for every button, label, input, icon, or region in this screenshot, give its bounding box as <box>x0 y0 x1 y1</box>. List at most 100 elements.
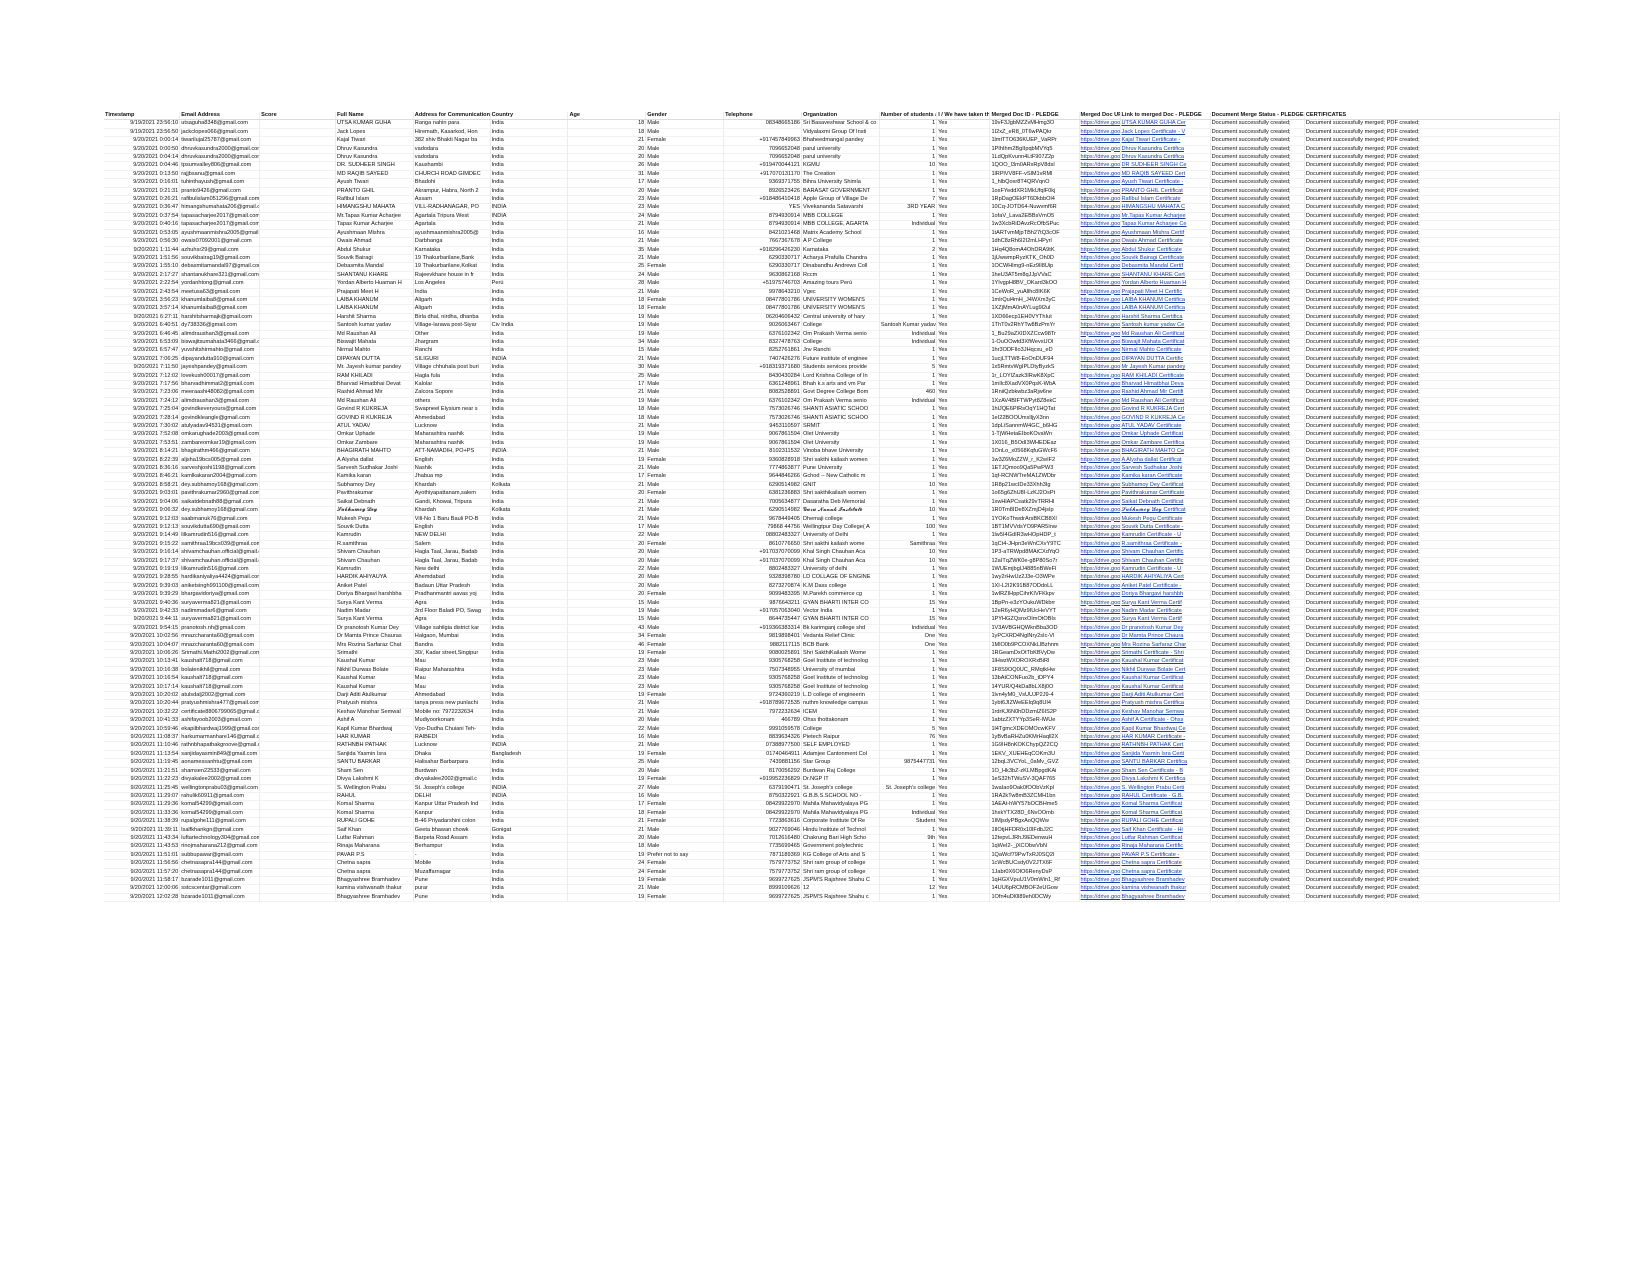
cell-link-to-merged-doc-pledge[interactable]: SHANTANU KHARE Cert <box>1120 271 1211 280</box>
cell-link-to-merged-doc-pledge[interactable]: Mr Jayesh Kumar pandey <box>1120 363 1211 373</box>
cell-link-to-merged-doc-pledge[interactable]: Rinaja Maharana Certific <box>1120 842 1211 852</box>
cell-link-to-merged-doc-pledge[interactable]: Souvik Bairagi Certificate <box>1120 254 1211 263</box>
cell-link-to-merged-doc-pledge[interactable]: BHAGIRATH MAHTO Ce <box>1120 447 1211 457</box>
cell-link-to-merged-doc-pledge[interactable]: DIPAYAN DUTTA Certific <box>1120 355 1211 364</box>
cell-merged-doc-url-pledge[interactable]: https://drive.google.com/ <box>1079 809 1121 818</box>
cell-link-to-merged-doc-pledge[interactable]: GOVIND R KUKREJA Ce <box>1120 414 1211 423</box>
cell-link-to-merged-doc-pledge[interactable]: Shivam Chauhan Certific <box>1120 548 1211 558</box>
cell-link-to-merged-doc-pledge[interactable]: Nirmal Mahto Certificate <box>1120 346 1211 356</box>
cell-merged-doc-url-pledge[interactable]: https://drive.google.com/ <box>1079 515 1121 524</box>
cell-merged-doc-url-pledge[interactable]: https://drive.google.com/ <box>1079 708 1121 717</box>
cell-link-to-merged-doc-pledge[interactable]: Surya Kant Verma Certif <box>1120 615 1211 625</box>
cell-merged-doc-url-pledge[interactable]: https://drive.google.com/ <box>1079 414 1121 423</box>
cell-merged-doc-url-pledge[interactable]: https://drive.google.com/ <box>1079 170 1121 179</box>
cell-merged-doc-url-pledge[interactable]: https://drive.google.com/ <box>1079 767 1121 776</box>
cell-merged-doc-url-pledge[interactable]: https://drive.google.com/ <box>1079 498 1121 507</box>
cell-link-to-merged-doc-pledge[interactable]: S. Wellington Prabu Certi <box>1120 784 1211 793</box>
cell-link-to-merged-doc-pledge[interactable]: Saif Khan Certificate - Hi <box>1120 826 1211 835</box>
cell-merged-doc-url-pledge[interactable]: https://drive.google.com/ <box>1079 615 1121 625</box>
cell-link-to-merged-doc-pledge[interactable]: Tapas Kumar Acharjee Ce <box>1120 220 1211 230</box>
cell-link-to-merged-doc-pledge[interactable]: A Alysha dallat Certificat <box>1120 456 1211 465</box>
cell-merged-doc-url-pledge[interactable]: https://drive.google.com/ <box>1079 859 1121 869</box>
cell-merged-doc-url-pledge[interactable]: https://drive.google.com/ <box>1079 237 1121 246</box>
cell-link-to-merged-doc-pledge[interactable]: Shivam Chauhan Certific <box>1120 557 1211 566</box>
cell-merged-doc-url-pledge[interactable]: https://drive.google.com/ <box>1079 674 1121 684</box>
cell-link-to-merged-doc-pledge[interactable]: Omkar Uphade Certificat <box>1120 430 1211 440</box>
cell-merged-doc-url-pledge[interactable]: https://drive.google.com/ <box>1079 599 1121 608</box>
cell-link-to-merged-doc-pledge[interactable]: Sham Sen Certificate - B <box>1120 767 1211 776</box>
cell-merged-doc-url-pledge[interactable]: https://drive.google.com/ <box>1079 430 1121 440</box>
cell-link-to-merged-doc-pledge[interactable]: MD RAQIB SAYEED Cert <box>1120 170 1211 179</box>
cell-link-to-merged-doc-pledge[interactable]: Santosh kumar yadav Ce <box>1120 321 1211 331</box>
cell-merged-doc-url-pledge[interactable]: https://drive.google.com/ <box>1079 128 1121 137</box>
cell-link-to-merged-doc-pledge[interactable]: Dr Mamta Prince Chaura <box>1120 632 1211 642</box>
cell-link-to-merged-doc-pledge[interactable]: Ashif A Certificate - Ohss <box>1120 716 1211 726</box>
cell-merged-doc-url-pledge[interactable]: https://drive.google.com/ <box>1079 565 1121 574</box>
cell-merged-doc-url-pledge[interactable]: https://drive.google.com/ <box>1079 439 1121 448</box>
cell-merged-doc-url-pledge[interactable]: https://drive.google.com/ <box>1079 145 1121 154</box>
cell-merged-doc-url-pledge[interactable]: https://drive.google.com/ <box>1079 447 1121 457</box>
cell-merged-doc-url-pledge[interactable]: https://drive.google.com/ <box>1079 691 1121 700</box>
cell-merged-doc-url-pledge[interactable]: https://drive.google.com/ <box>1079 649 1121 658</box>
cell-link-to-merged-doc-pledge[interactable]: RAHUL Certificate - G.B. <box>1120 792 1211 801</box>
cell-merged-doc-url-pledge[interactable]: https://drive.google.com/ <box>1079 313 1121 322</box>
cell-merged-doc-url-pledge[interactable]: https://drive.google.com/ <box>1079 784 1121 793</box>
cell-link-to-merged-doc-pledge[interactable]: Jack Lopes Certificate - V <box>1120 128 1211 137</box>
cell-merged-doc-url-pledge[interactable]: https://drive.google.com/ <box>1079 607 1121 616</box>
cell-link-to-merged-doc-pledge[interactable]: Kamrudin Certificate - U <box>1120 565 1211 574</box>
cell-merged-doc-url-pledge[interactable]: https://drive.google.com/ <box>1079 220 1121 230</box>
cell-merged-doc-url-pledge[interactable]: https://drive.google.com/ <box>1079 187 1121 196</box>
cell-merged-doc-url-pledge[interactable]: https://drive.google.com/ <box>1079 481 1121 490</box>
cell-merged-doc-url-pledge[interactable]: https://drive.google.com/ <box>1079 422 1121 431</box>
cell-merged-doc-url-pledge[interactable]: https://drive.google.com/ <box>1079 582 1121 591</box>
cell-merged-doc-url-pledge[interactable]: https://drive.google.com/ <box>1079 330 1121 339</box>
cell-merged-doc-url-pledge[interactable]: https://drive.google.com/ <box>1079 758 1121 768</box>
cell-merged-doc-url-pledge[interactable]: https://drive.google.com/ <box>1079 321 1121 331</box>
cell-link-to-merged-doc-pledge[interactable]: Keshav Manohar Semwa <box>1120 708 1211 717</box>
cell-merged-doc-url-pledge[interactable]: https://drive.google.com/ <box>1079 271 1121 280</box>
cell-merged-doc-url-pledge[interactable]: https://drive.google.com/ <box>1079 851 1121 860</box>
cell-merged-doc-url-pledge[interactable]: https://drive.google.com/ <box>1079 119 1121 129</box>
cell-link-to-merged-doc-pledge[interactable]: Sarvesh Sudhakar Joshi <box>1120 464 1211 473</box>
cell-link-to-merged-doc-pledge[interactable]: Doriya Bhargavi harshbh <box>1120 590 1211 600</box>
cell-merged-doc-url-pledge[interactable]: https://drive.google.com/ <box>1079 834 1121 843</box>
cell-merged-doc-url-pledge[interactable]: https://drive.google.com/ <box>1079 826 1121 835</box>
cell-merged-doc-url-pledge[interactable]: https://drive.google.com/ <box>1079 372 1121 381</box>
cell-merged-doc-url-pledge[interactable]: https://drive.google.com/ <box>1079 733 1121 742</box>
cell-link-to-merged-doc-pledge[interactable]: LAIBA KHANUM Certifica <box>1120 304 1211 314</box>
cell-link-to-merged-doc-pledge[interactable]: LAIBA KHANUM Certifica <box>1120 296 1211 305</box>
cell-link-to-merged-doc-pledge[interactable]: Kaushal Kumar Certificat <box>1120 674 1211 684</box>
cell-link-to-merged-doc-pledge[interactable]: Komal Sharma Certificat <box>1120 809 1211 818</box>
cell-link-to-merged-doc-pledge[interactable]: Kapil Kumar Bhardwaj Ce <box>1120 725 1211 734</box>
cell-merged-doc-url-pledge[interactable]: https://drive.google.com/ <box>1079 641 1121 650</box>
cell-merged-doc-url-pledge[interactable]: https://drive.google.com/ <box>1079 161 1121 171</box>
cell-merged-doc-url-pledge[interactable]: https://drive.google.com/ <box>1079 456 1121 465</box>
cell-link-to-merged-doc-pledge[interactable]: Saikat Debnath Certificat <box>1120 498 1211 507</box>
cell-link-to-merged-doc-pledge[interactable]: Dr pranotosh Kumar Dey <box>1120 624 1211 633</box>
cell-link-to-merged-doc-pledge[interactable]: Kajal Tiwari Certificate - <box>1120 136 1211 146</box>
cell-merged-doc-url-pledge[interactable]: https://drive.google.com/ <box>1079 405 1121 415</box>
cell-link-to-merged-doc-pledge[interactable]: RUPALI GOHE Certificat <box>1120 817 1211 827</box>
cell-merged-doc-url-pledge[interactable]: https://drive.google.com/ <box>1079 464 1121 473</box>
cell-merged-doc-url-pledge[interactable]: https://drive.google.com/ <box>1079 355 1121 364</box>
cell-merged-doc-url-pledge[interactable]: https://drive.google.com/ <box>1079 472 1121 482</box>
cell-merged-doc-url-pledge[interactable]: https://drive.google.com/ <box>1079 699 1121 709</box>
cell-link-to-merged-doc-pledge[interactable]: Chetna sapra Certificate <box>1120 859 1211 869</box>
cell-merged-doc-url-pledge[interactable]: https://drive.google.com/ <box>1079 800 1121 810</box>
cell-merged-doc-url-pledge[interactable]: https://drive.google.com/ <box>1079 203 1121 213</box>
cell-merged-doc-url-pledge[interactable]: https://drive.google.com/ <box>1079 304 1121 314</box>
cell-merged-doc-url-pledge[interactable]: https://drive.google.com/ <box>1079 254 1121 263</box>
cell-merged-doc-url-pledge[interactable]: https://drive.google.com/ <box>1079 288 1121 297</box>
cell-merged-doc-url-pledge[interactable]: https://drive.google.com/ <box>1079 842 1121 852</box>
cell-link-to-merged-doc-pledge[interactable]: Aniket Patel Certificate - <box>1120 582 1211 591</box>
cell-link-to-merged-doc-pledge[interactable]: Souvik Dutta Certificate - <box>1120 523 1211 532</box>
cell-merged-doc-url-pledge[interactable]: https://drive.google.com/ <box>1079 523 1121 532</box>
cell-link-to-merged-doc-pledge[interactable]: UTSA KUMAR GUHA Cer <box>1120 119 1211 129</box>
cell-merged-doc-url-pledge[interactable]: https://drive.google.com/ <box>1079 178 1121 188</box>
cell-merged-doc-url-pledge[interactable]: https://drive.google.com/ <box>1079 876 1121 885</box>
cell-merged-doc-url-pledge[interactable]: https://drive.google.com/ <box>1079 380 1121 389</box>
cell-link-to-merged-doc-pledge[interactable]: kamina vishwanath thakur <box>1120 884 1211 894</box>
cell-merged-doc-url-pledge[interactable]: https://drive.google.com/ <box>1079 683 1121 692</box>
cell-merged-doc-url-pledge[interactable]: https://drive.google.com/ <box>1079 893 1121 902</box>
cell-link-to-merged-doc-pledge[interactable]: HAR KUMAR Certificate - <box>1120 733 1211 742</box>
